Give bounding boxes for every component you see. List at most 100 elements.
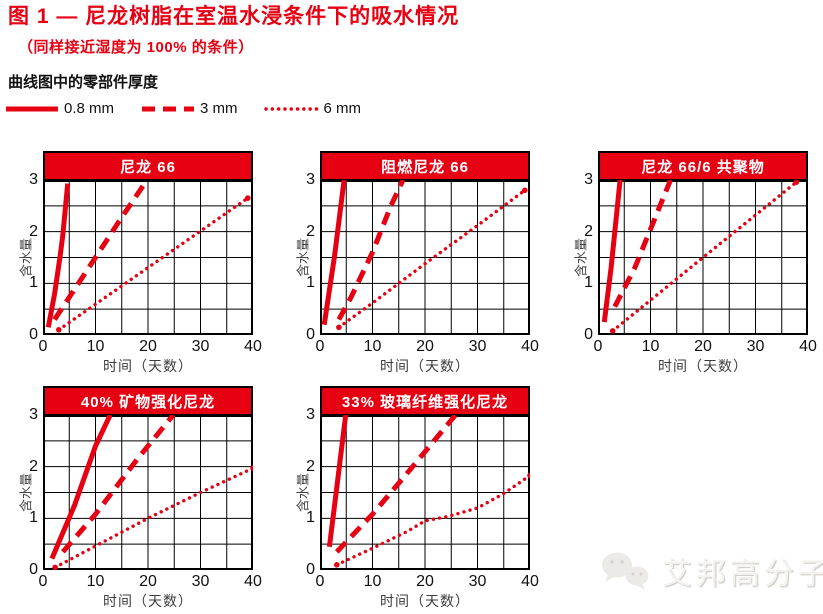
- y-axis-title: 含水量: [573, 238, 589, 278]
- y-tick-label: 3: [306, 406, 315, 423]
- x-tick-label: 10: [86, 573, 105, 590]
- x-tick-label: 40: [521, 338, 539, 355]
- plot-area: [320, 415, 530, 570]
- y-tick-label: 0: [584, 326, 593, 343]
- plot-border: [320, 180, 530, 335]
- plot-border: [43, 180, 253, 335]
- legend-label: 0.8 mm: [64, 100, 115, 117]
- series-end-dot: [250, 465, 253, 471]
- x-tick-label: 20: [139, 573, 157, 590]
- grid-lines: [43, 415, 253, 570]
- series-line-solid: [49, 415, 113, 560]
- x-tick-label: 20: [694, 338, 712, 355]
- series-end-dot: [334, 562, 340, 568]
- dashed-line-swatch: [142, 106, 195, 111]
- y-tick-label: 1: [29, 509, 38, 527]
- plot-area: [320, 180, 530, 335]
- series-end-dot: [52, 564, 58, 570]
- legend: 0.8 mm 3 mm 6 mm: [4, 100, 361, 117]
- y-tick-label: 1: [584, 274, 593, 292]
- wechat-bubbles-icon: [602, 552, 649, 590]
- x-tick-label: 40: [244, 338, 262, 355]
- x-axis-title: 时间（天数）: [103, 358, 193, 374]
- x-tick-label: 30: [468, 338, 487, 355]
- plot-border: [43, 415, 253, 570]
- x-tick-label: 20: [416, 338, 434, 355]
- series-line-solid: [321, 180, 347, 326]
- x-tick-label: 0: [38, 338, 48, 355]
- series-line-dotted: [57, 196, 250, 332]
- chart-panel-2: 阻燃尼龙 66 0 1 2 3 0 10 20 30 40 含水量 时间（天数）: [285, 151, 539, 374]
- solid-line-swatch: [6, 106, 58, 111]
- y-tick-label: 0: [29, 326, 38, 343]
- y-tick-label: 1: [306, 274, 315, 292]
- y-tick-label: 3: [584, 171, 593, 188]
- grid-lines: [43, 180, 253, 335]
- x-tick-label: 30: [191, 338, 210, 355]
- y-axis-title: 含水量: [18, 473, 34, 513]
- x-tick-label: 0: [315, 338, 325, 355]
- legend-label: 6 mm: [323, 100, 362, 117]
- x-tick-label: 10: [363, 338, 382, 355]
- chart-title-bar: 33% 玻璃纤维强化尼龙: [320, 386, 530, 416]
- plot-area: [598, 180, 808, 335]
- x-tick-label: 40: [521, 573, 539, 590]
- x-tick-label: 10: [641, 338, 660, 355]
- x-axis-title: 时间（天数）: [380, 593, 470, 609]
- series-line-dashed: [61, 415, 176, 554]
- y-axis-title: 含水量: [295, 473, 311, 513]
- y-tick-label: 2: [29, 222, 38, 240]
- series-line-dashed: [334, 415, 458, 554]
- plot-border: [320, 415, 530, 570]
- series-line-dashed: [612, 180, 673, 308]
- x-tick-label: 0: [315, 573, 325, 590]
- x-tick-label: 30: [468, 573, 487, 590]
- y-tick-label: 0: [29, 561, 38, 578]
- series-end-dot: [527, 472, 530, 479]
- legend-item-dotted: 6 mm: [263, 100, 362, 117]
- y-tick-label: 3: [29, 171, 38, 188]
- chart-panel-3: 尼龙 66/6 共聚物 0 1 2 3 0 10 20 30 40 含水量 时间（天数）: [563, 151, 817, 374]
- series-line-solid: [601, 180, 623, 323]
- x-tick-label: 10: [363, 573, 382, 590]
- chart-title-bar: 40% 矿物强化尼龙: [43, 386, 253, 416]
- chart-title-bar: 阻燃尼龙 66: [320, 151, 530, 181]
- series-end-dot: [336, 324, 342, 331]
- grid-lines: [320, 180, 530, 335]
- y-tick-label: 2: [584, 222, 593, 240]
- series-end-dot: [245, 195, 251, 201]
- dotted-line-swatch: [263, 106, 320, 111]
- x-tick-label: 40: [799, 338, 817, 355]
- series-line-dotted: [335, 473, 530, 567]
- figure-subtitle: （同样接近湿度为 100% 的条件）: [18, 39, 254, 56]
- x-axis-title: 时间（天数）: [103, 593, 193, 609]
- series-end-dot: [609, 328, 616, 334]
- series-end-dot: [56, 327, 62, 333]
- watermark: 艾邦高分子: [600, 548, 823, 594]
- series-end-dot: [522, 187, 528, 194]
- chart-panel-4: 40% 矿物强化尼龙 0 1 2 3 0 10 20 30 40 含水量 时间（天数）: [8, 386, 262, 609]
- x-tick-label: 40: [244, 573, 262, 590]
- x-tick-label: 20: [139, 338, 157, 355]
- legend-title: 曲线图中的零部件厚度: [8, 74, 159, 91]
- x-tick-label: 0: [593, 338, 603, 355]
- chart-panel-5: 33% 玻璃纤维强化尼龙 0 1 2 3 0 10 20 30 40 含水量 时间（天数）: [285, 386, 539, 609]
- series-end-dot: [793, 180, 800, 185]
- y-tick-label: 0: [306, 326, 315, 343]
- chart-title-bar: 尼龙 66: [43, 151, 253, 181]
- y-tick-label: 2: [306, 457, 315, 475]
- legend-label: 3 mm: [200, 100, 238, 117]
- x-tick-label: 10: [86, 338, 105, 355]
- x-axis-title: 时间（天数）: [658, 358, 748, 374]
- grid-lines: [598, 180, 808, 335]
- series-line-dashed: [52, 180, 150, 321]
- figure-title: 图 1 — 尼龙树脂在室温水浸条件下的吸水情况: [8, 5, 460, 28]
- plot-area: [43, 415, 253, 570]
- series-line-dotted: [610, 180, 799, 333]
- plot-area: [43, 180, 253, 335]
- grid-lines: [320, 415, 530, 570]
- y-tick-label: 3: [306, 171, 315, 188]
- series-line-solid: [326, 415, 349, 548]
